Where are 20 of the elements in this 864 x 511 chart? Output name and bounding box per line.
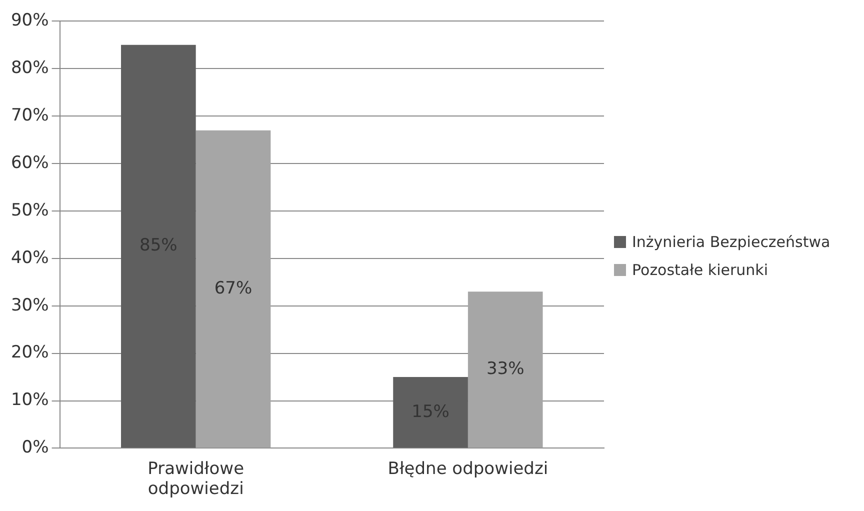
x-tick-label: Błędne odpowiedzi bbox=[388, 458, 548, 479]
x-tick-label: Prawidłowe odpowiedzi bbox=[148, 458, 244, 500]
y-tick-label: 90% bbox=[10, 10, 49, 31]
y-tick-label: 10% bbox=[10, 390, 49, 410]
y-tick-label: 30% bbox=[10, 295, 49, 316]
legend-label: Pozostałe kierunki bbox=[632, 260, 768, 278]
y-tick-label: 60% bbox=[10, 152, 49, 173]
legend-label: Inżynieria Bezpieczeństwa bbox=[632, 232, 830, 250]
bar bbox=[393, 377, 468, 448]
y-tick-label: 20% bbox=[10, 342, 49, 363]
y-tick-label: 40% bbox=[10, 248, 49, 268]
y-tick-label: 0% bbox=[22, 438, 49, 458]
y-tick-label: 70% bbox=[10, 106, 49, 126]
y-tick-label: 80% bbox=[10, 58, 49, 78]
data-label: 33% bbox=[486, 359, 524, 380]
bar bbox=[468, 292, 543, 448]
data-label: 67% bbox=[214, 278, 252, 298]
y-tick-label: 50% bbox=[10, 200, 49, 220]
bar bbox=[196, 130, 271, 448]
bar bbox=[121, 44, 196, 448]
